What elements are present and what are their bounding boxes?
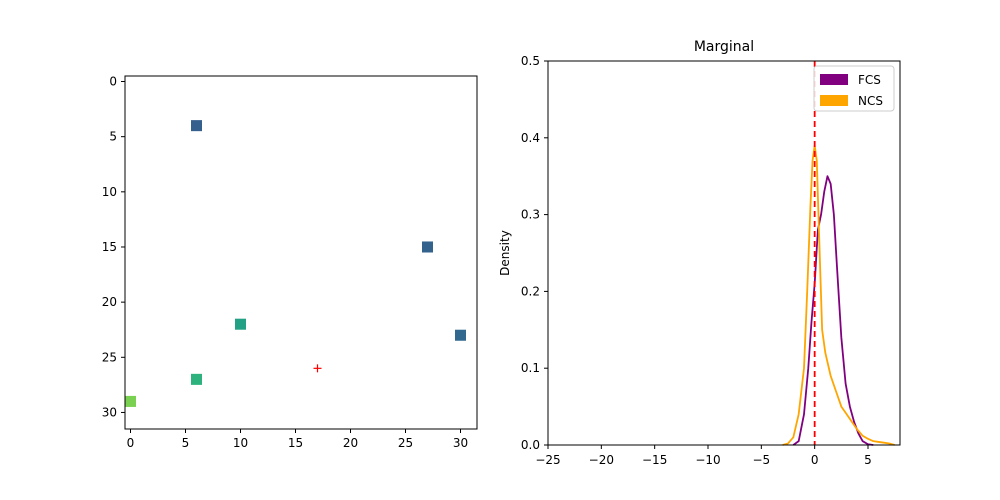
- left-x-tick-label: 5: [182, 436, 190, 450]
- left-y-ticks: 0 5 10 15 20 25 30: [102, 75, 125, 419]
- left-x-tick-label: 20: [343, 436, 358, 450]
- series-line-ncs: [782, 144, 895, 446]
- right-x-tick-label: −5: [752, 453, 770, 467]
- right-x-ticks: −25 −20 −15 −10 −5 0 5: [535, 445, 872, 467]
- scatter-point: [455, 329, 466, 341]
- right-y-tick-label: 0.0: [521, 438, 540, 452]
- right-plot-frame: [547, 60, 901, 446]
- right-chart-title: Marginal: [694, 39, 754, 55]
- legend-swatch: [820, 95, 848, 106]
- left-x-tick-label: 15: [288, 436, 303, 450]
- scatter-point: [235, 318, 246, 330]
- left-y-tick-label: 20: [102, 295, 117, 309]
- right-x-tick-label: −20: [589, 453, 614, 467]
- scatter-point: [422, 241, 433, 253]
- right-x-tick-label: 0: [811, 453, 819, 467]
- left-x-tick-label: 0: [127, 436, 135, 450]
- left-scatter-panel: 0 5 10 15 20 25 30 0 5 10 15 20 25 30: [102, 75, 478, 450]
- left-x-ticks: 0 5 10 15 20 25 30: [127, 429, 468, 450]
- legend-label: FCS: [858, 73, 881, 87]
- left-y-tick-label: 10: [102, 185, 117, 199]
- legend: FCS NCS: [813, 65, 895, 112]
- right-y-tick-label: 0.4: [521, 131, 540, 145]
- right-y-tick-label: 0.1: [521, 361, 540, 375]
- right-y-tick-label: 0.2: [521, 284, 540, 298]
- right-y-tick-label: 0.5: [521, 54, 540, 68]
- right-x-tick-label: −25: [535, 453, 560, 467]
- right-series-lines: [782, 144, 895, 446]
- left-y-tick-label: 0: [109, 75, 117, 89]
- left-plot-frame: [124, 75, 478, 430]
- legend-swatch: [820, 74, 848, 85]
- right-y-ticks: 0.0 0.1 0.2 0.3 0.4 0.5: [521, 54, 548, 452]
- left-y-tick-label: 15: [102, 240, 117, 254]
- scatter-point: [191, 373, 202, 385]
- left-marks: [125, 120, 466, 407]
- right-x-tick-label: 5: [864, 453, 872, 467]
- left-x-tick-label: 30: [453, 436, 468, 450]
- scatter-point: [191, 120, 202, 132]
- legend-item: FCS: [820, 73, 881, 87]
- right-x-tick-label: −10: [695, 453, 720, 467]
- right-x-tick-label: −15: [642, 453, 667, 467]
- legend-label: NCS: [858, 94, 883, 108]
- left-y-tick-label: 5: [109, 130, 117, 144]
- scatter-point: [125, 395, 136, 407]
- right-density-panel: Marginal −25 −20 −15 −10 −5 0 5 0.00.10.20.30.…: [498, 39, 901, 467]
- y-axis-label: Density: [498, 230, 512, 276]
- legend-item: NCS: [820, 94, 883, 108]
- left-x-tick-label: 10: [233, 436, 248, 450]
- right-y-tick-label: 0.3: [521, 208, 540, 222]
- left-x-tick-label: 25: [398, 436, 413, 450]
- target-marker: [313, 364, 322, 373]
- left-y-tick-label: 25: [102, 350, 117, 364]
- left-y-tick-label: 30: [102, 405, 117, 419]
